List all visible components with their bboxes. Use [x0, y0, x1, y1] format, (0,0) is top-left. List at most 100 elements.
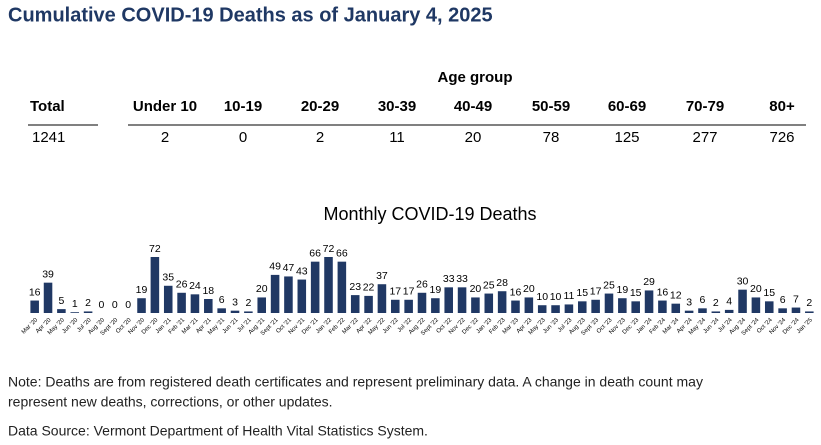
bar: [404, 299, 413, 313]
x-tick-label: Jun '21: [222, 317, 240, 335]
data-label: 24: [189, 280, 201, 292]
data-label: 0: [99, 299, 105, 311]
bar: [497, 291, 507, 313]
bar: [364, 295, 373, 313]
data-label: 6: [700, 294, 706, 306]
bar: [618, 298, 627, 313]
bar: [30, 300, 39, 313]
data-label: 17: [403, 286, 415, 298]
data-label: 5: [58, 295, 64, 307]
bar: [83, 311, 93, 313]
bar: [671, 303, 681, 313]
bar: [457, 287, 467, 313]
data-label: 72: [323, 243, 335, 255]
note: Note: Deaths are from registered death c…: [8, 374, 703, 390]
data-label: 2: [85, 297, 91, 309]
data-label: 29: [643, 276, 655, 288]
data-label: 6: [219, 294, 225, 306]
cell: 20: [465, 129, 482, 146]
data-label: 26: [176, 279, 188, 291]
column-header: 10-19: [224, 98, 262, 115]
data-label: 33: [443, 273, 455, 285]
bar: [431, 298, 440, 313]
bar: [591, 299, 600, 313]
cell: 1241: [32, 129, 65, 146]
data-label: 15: [576, 287, 588, 299]
bar: [57, 309, 66, 313]
data-label: 23: [349, 281, 361, 293]
data-label: 17: [389, 286, 401, 298]
data-label: 25: [483, 279, 495, 291]
data-label: 43: [296, 265, 308, 277]
data-label: 25: [603, 279, 615, 291]
data-label: 11: [563, 290, 574, 302]
x-tick-label: Jun '20: [61, 317, 79, 335]
note: represent new deaths, corrections, or ot…: [8, 394, 333, 410]
bar: [177, 292, 186, 313]
bar: [551, 305, 560, 313]
bar: [297, 279, 307, 313]
page-title: Cumulative COVID-19 Deaths as of January…: [8, 4, 493, 26]
cell: 2: [161, 129, 169, 146]
bar: [738, 289, 747, 313]
cell: 0: [239, 129, 247, 146]
data-label: 6: [780, 294, 786, 306]
data-label: 2: [806, 297, 812, 309]
bar: [244, 311, 253, 313]
data-label: 20: [523, 283, 535, 295]
column-header: 60-69: [608, 98, 646, 115]
age-group-label: Age group: [438, 69, 513, 86]
data-label: 10: [536, 291, 548, 303]
data-label: 16: [657, 286, 669, 298]
data-label: 19: [136, 284, 148, 296]
bar: [137, 298, 146, 313]
cell: 726: [769, 129, 794, 146]
x-tick-label: Jan '25: [796, 317, 814, 335]
bar: [484, 293, 494, 313]
data-label: 49: [269, 261, 281, 273]
data-label: 39: [42, 268, 54, 280]
bar: [417, 292, 427, 313]
data-label: 1: [72, 298, 78, 310]
x-tick-label: Jun '23: [542, 317, 560, 335]
cell: 2: [316, 129, 324, 146]
bar: [764, 301, 774, 313]
data-label: 37: [376, 270, 388, 282]
data-label: 18: [202, 285, 214, 297]
bar: [391, 299, 400, 313]
cell: 277: [692, 129, 717, 146]
bar: [524, 297, 534, 313]
bar: [70, 312, 80, 313]
bar: [711, 311, 721, 313]
bar: [791, 307, 801, 313]
data-label: 66: [309, 247, 321, 259]
bar: [284, 276, 293, 313]
data-label: 28: [496, 277, 508, 289]
data-label: 72: [149, 243, 161, 255]
data-label: 16: [29, 286, 41, 298]
data-label: 35: [162, 272, 174, 284]
data-label: 20: [470, 283, 482, 295]
data-label: 19: [616, 284, 628, 296]
bar: [631, 301, 640, 313]
cell: 125: [614, 129, 639, 146]
bar: [270, 274, 280, 313]
bar: [805, 311, 814, 313]
bar: [564, 304, 574, 313]
data-label: 20: [256, 283, 268, 295]
data-label: 2: [245, 297, 251, 309]
bar: [684, 310, 694, 313]
bar: [658, 300, 667, 313]
data-label: 4: [726, 296, 732, 308]
data-label: 16: [510, 286, 522, 298]
bar: [577, 301, 587, 313]
bar: [444, 287, 453, 313]
column-header: 50-59: [532, 98, 570, 115]
bar: [511, 300, 520, 313]
bar: [778, 308, 787, 313]
x-tick-label: Jun '22: [382, 317, 400, 335]
bar: [471, 297, 480, 313]
bar: [43, 282, 53, 313]
bar: [604, 293, 614, 313]
